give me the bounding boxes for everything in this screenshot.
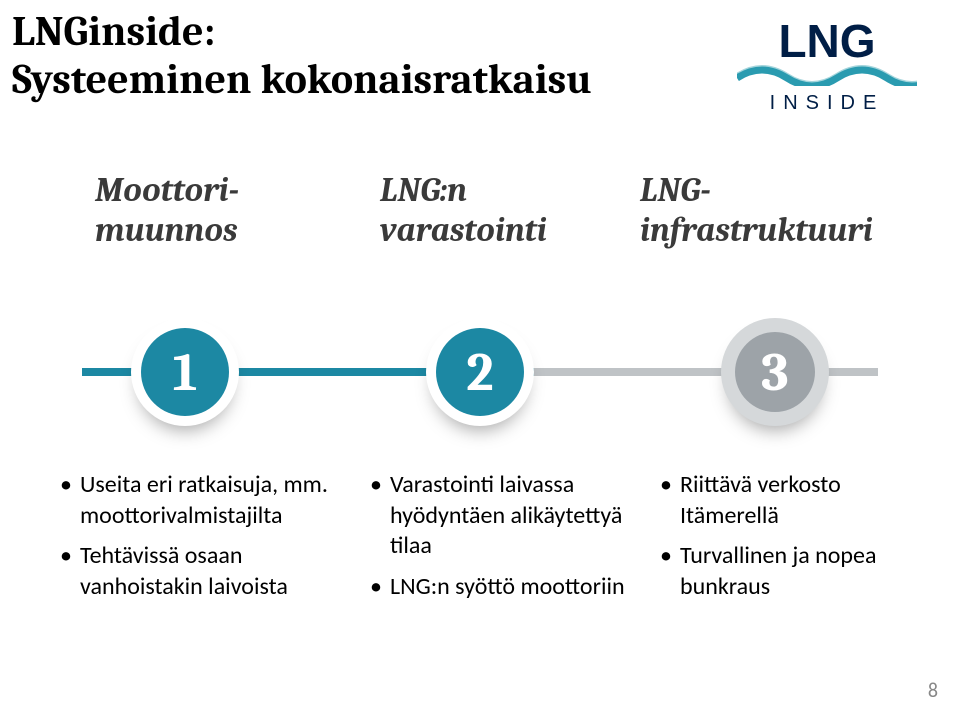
slide-title: LNGinside: Systeeminen kokonaisratkaisu [12, 8, 592, 105]
bullet-item: LNG:n syöttö moottoriin [370, 572, 660, 603]
column-title-1: Moottori- muunnos [95, 170, 239, 250]
page-number: 8 [928, 679, 938, 703]
logo-inside-text: INSIDE [712, 92, 942, 115]
bullet-item: Varastointi laivassa hyödyntäen alikäyte… [370, 470, 660, 562]
bullet-item: Riittävä verkosto Itämerellä [660, 470, 940, 531]
process-node-3: 3 [721, 318, 829, 426]
column-title-2: LNG:n varastointi [380, 170, 547, 250]
bullets-col-1: Useita eri ratkaisuja, mm. moottorivalmi… [60, 470, 350, 613]
process-node-1: 1 [131, 318, 239, 426]
wave-icon [712, 58, 942, 90]
bullets-col-2: Varastointi laivassa hyödyntäen alikäyte… [370, 470, 660, 613]
bullet-item: Useita eri ratkaisuja, mm. moottorivalmi… [60, 470, 350, 531]
process-node-2: 2 [426, 318, 534, 426]
title-line2: Systeeminen kokonaisratkaisu [12, 55, 592, 104]
bullet-item: Tehtävissä osaan vanhoistakin laivoista [60, 541, 350, 602]
bullets-col-3: Riittävä verkosto Itämerellä Turvallinen … [660, 470, 940, 613]
lng-inside-logo: LNG INSIDE [712, 18, 942, 115]
title-line1: LNGinside: [12, 7, 215, 56]
column-title-3: LNG- infrastruktuuri [640, 170, 873, 250]
bullet-item: Turvallinen ja nopea bunkraus [660, 541, 940, 602]
